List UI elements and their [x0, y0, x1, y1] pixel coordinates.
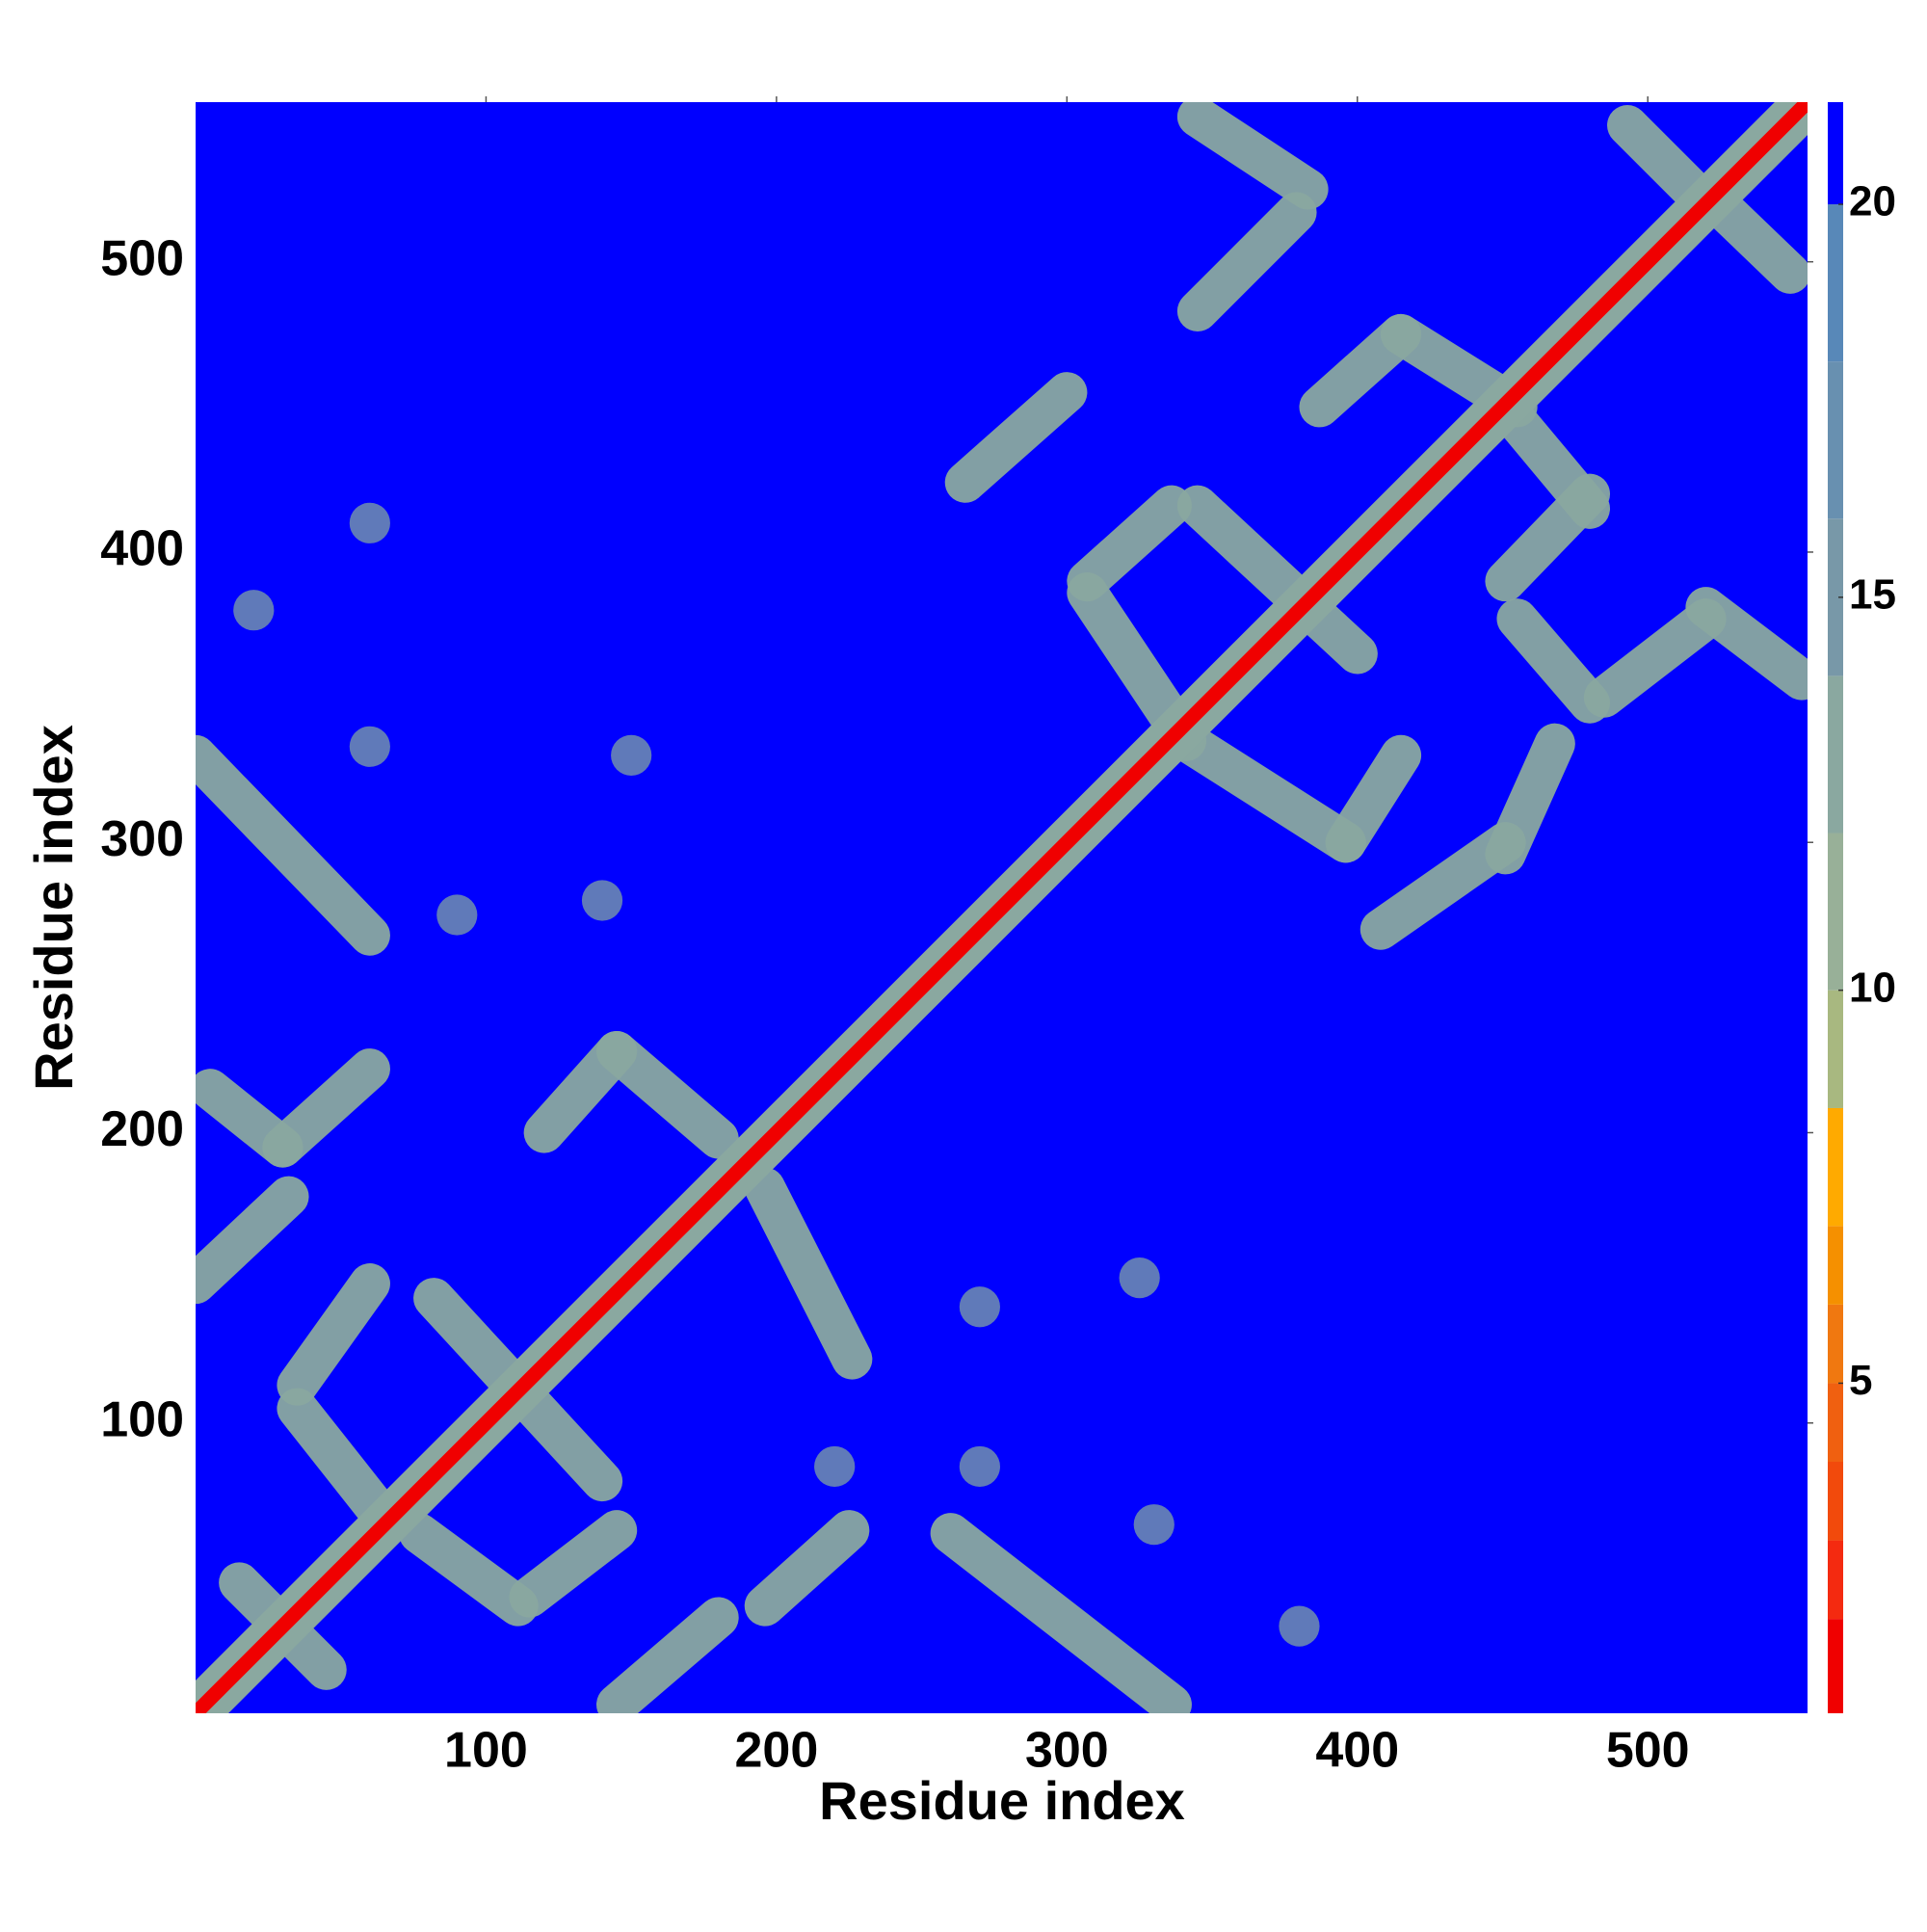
contact-blob [233, 590, 275, 631]
colorbar-segment [1828, 1107, 1843, 1227]
contact-stripe [595, 1597, 739, 1713]
colorbar-tick-label: 5 [1849, 1357, 1872, 1404]
contact-stripe [744, 1167, 873, 1380]
contact-stripe [509, 1510, 638, 1618]
contact-stripe [262, 1048, 390, 1168]
contact-blob [1279, 1605, 1320, 1647]
contact-blob [581, 880, 623, 921]
colorbar-segment [1828, 833, 1843, 991]
contact-stripe [1685, 587, 1808, 701]
contact-stripe [1165, 720, 1366, 863]
colorbar-tick-label: 10 [1849, 964, 1896, 1011]
colorbar-segment [1828, 204, 1843, 362]
y-tick-label: 100 [100, 1391, 184, 1447]
contact-stripe [944, 372, 1088, 503]
x-tick-label: 500 [1606, 1723, 1690, 1779]
colorbar-segment [1828, 1383, 1843, 1463]
contact-blob [959, 1445, 1000, 1488]
contact-stripe [1485, 723, 1575, 875]
contact-stripe [930, 1513, 1192, 1713]
colorbar-segment [1828, 1619, 1843, 1713]
contact-blob [349, 502, 390, 543]
contact-stripe [1325, 734, 1422, 863]
plot-area [196, 102, 1808, 1713]
contact-stripe [196, 1176, 309, 1305]
contact-stripe [1176, 485, 1378, 675]
contact-stripe [595, 1031, 739, 1159]
y-axis-label: Residue index [23, 725, 84, 1091]
contact-blob [959, 1286, 1000, 1328]
contact-blob [1133, 1504, 1175, 1546]
contact-stripe [399, 1513, 539, 1627]
colorbar-segment [1828, 102, 1843, 205]
y-tick-label: 400 [100, 521, 184, 577]
contact-stripe [1496, 598, 1611, 724]
contact-stripe [196, 734, 390, 956]
contact-stripe [1485, 473, 1611, 602]
x-tick-label: 400 [1315, 1723, 1399, 1779]
contact-stripe [277, 1263, 390, 1406]
y-tick-label: 300 [100, 811, 184, 867]
contact-blob [1119, 1257, 1160, 1299]
colorbar-segment [1828, 1462, 1843, 1541]
x-tick-label: 300 [1025, 1723, 1109, 1779]
contact-blob [436, 894, 478, 936]
y-tick-label: 500 [100, 230, 184, 286]
colorbar-tick-label: 20 [1849, 178, 1896, 225]
y-tick-label: 200 [100, 1101, 184, 1157]
x-axis-label: Residue index [819, 1770, 1185, 1831]
contact-blob [814, 1445, 856, 1488]
contact-stripe [1067, 485, 1192, 602]
colorbar-segment [1828, 1304, 1843, 1384]
colorbar-segment [1828, 361, 1843, 519]
colorbar-segment [1828, 1540, 1843, 1620]
diagonal-core [196, 102, 1808, 1713]
contact-blob [349, 726, 390, 767]
contact-blob [611, 734, 652, 776]
colorbar-tick-label: 15 [1849, 570, 1896, 618]
colorbar-segment [1828, 518, 1843, 676]
colorbar-segment [1828, 990, 1843, 1108]
contact-stripe [1359, 822, 1526, 950]
contact-stripe [1176, 102, 1329, 210]
colorbar-segment [1828, 675, 1843, 834]
contact-stripe [1583, 598, 1727, 718]
contact-stripe [744, 1510, 870, 1627]
x-tick-label: 100 [444, 1723, 528, 1779]
contact-stripe [277, 1388, 406, 1540]
x-tick-label: 200 [735, 1723, 819, 1779]
contact-stripe [1176, 192, 1317, 332]
colorbar-segment [1828, 1226, 1843, 1305]
